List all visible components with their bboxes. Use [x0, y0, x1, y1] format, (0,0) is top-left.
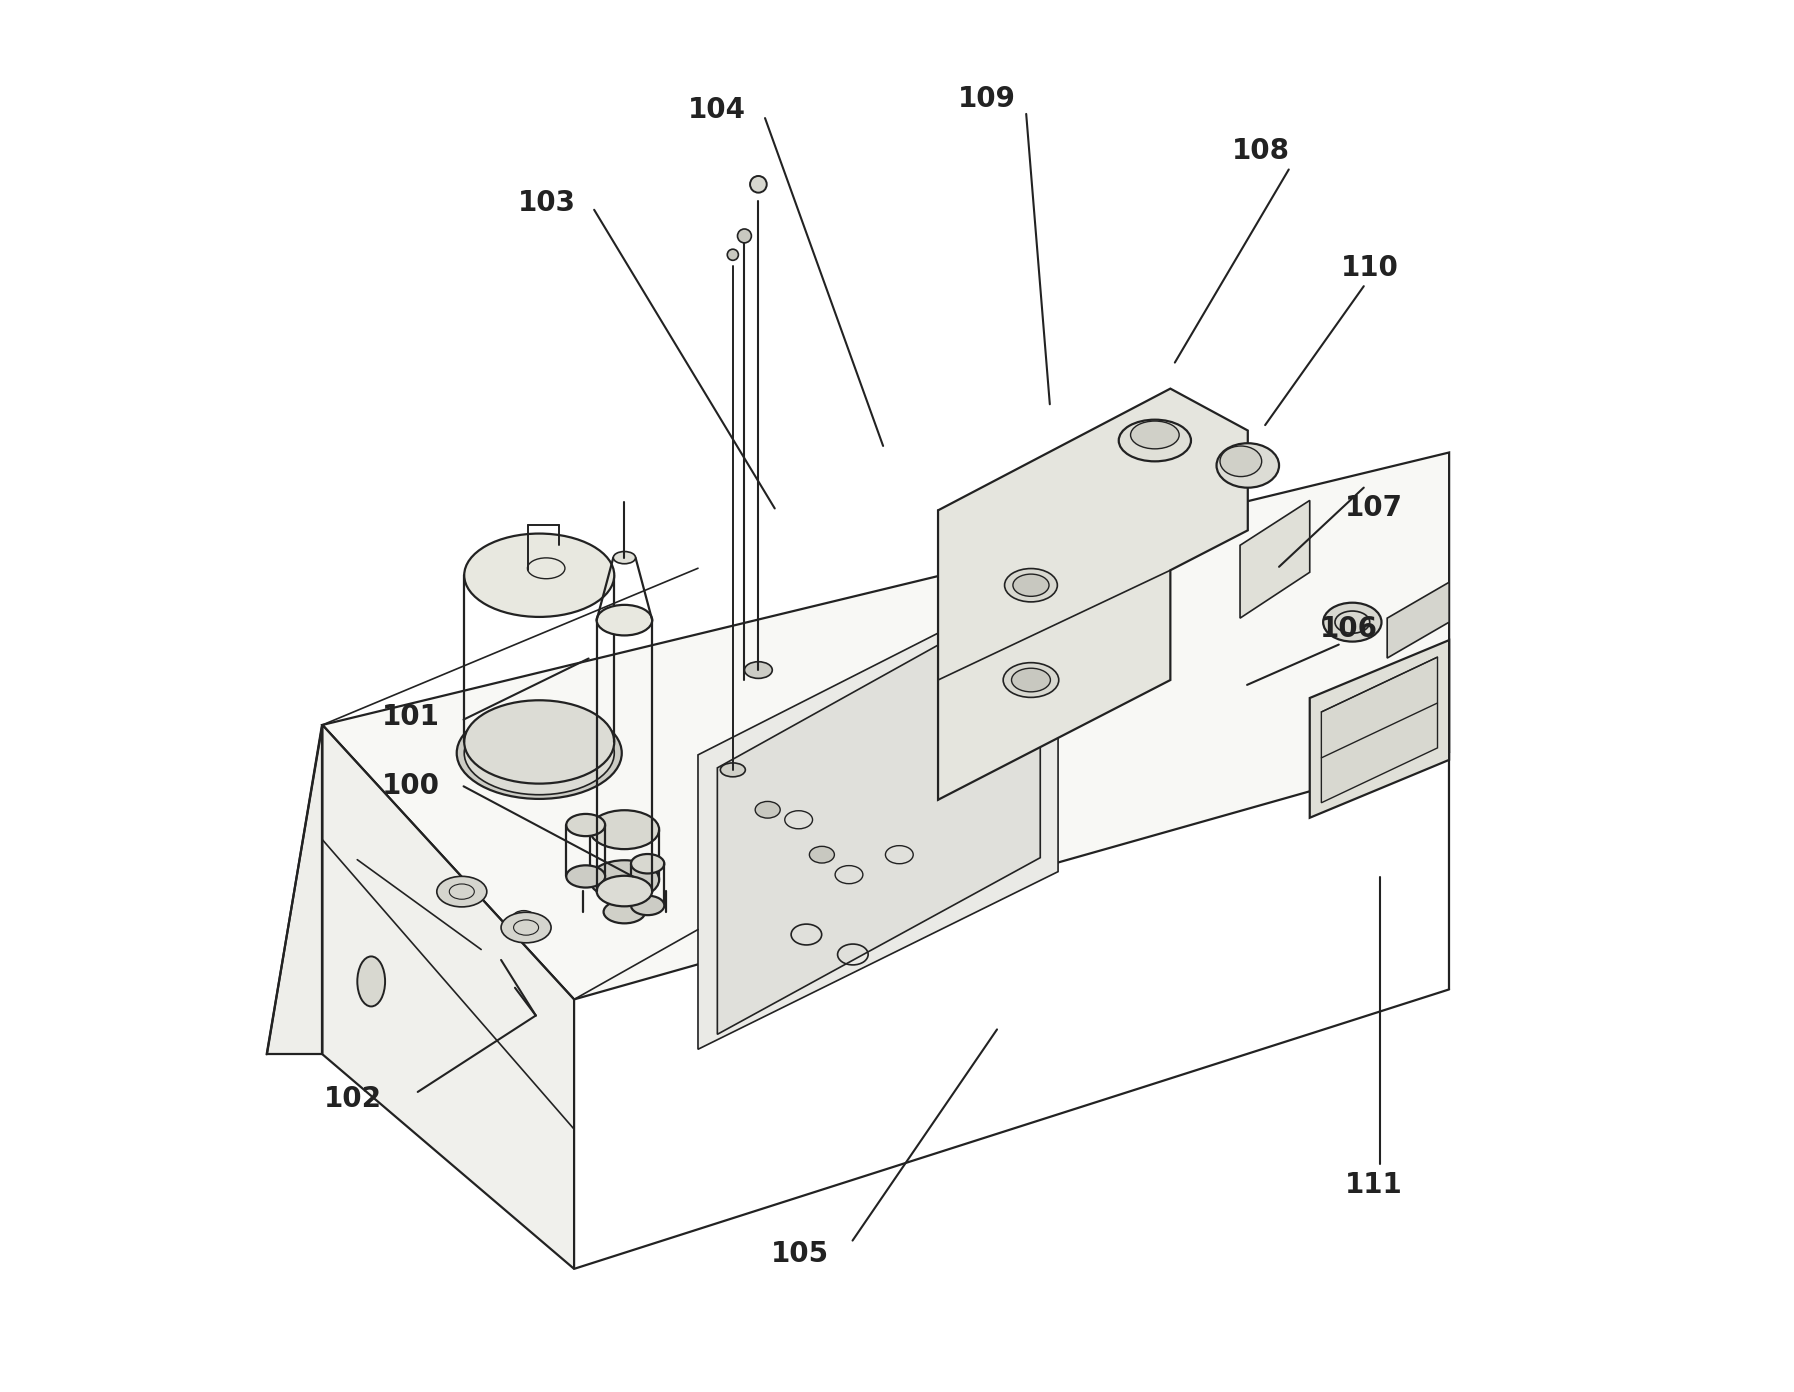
Text: 100: 100	[382, 773, 440, 800]
Ellipse shape	[590, 860, 658, 899]
Ellipse shape	[727, 249, 739, 260]
Text: 105: 105	[771, 1240, 829, 1268]
Ellipse shape	[737, 228, 752, 242]
Ellipse shape	[454, 878, 477, 891]
Polygon shape	[718, 589, 1041, 1034]
Ellipse shape	[1324, 603, 1381, 642]
Ellipse shape	[603, 901, 646, 923]
Ellipse shape	[809, 846, 834, 863]
Ellipse shape	[1220, 445, 1261, 476]
Ellipse shape	[597, 876, 653, 906]
Ellipse shape	[1119, 419, 1191, 461]
Text: 104: 104	[687, 96, 745, 124]
Ellipse shape	[1014, 574, 1049, 596]
Polygon shape	[1240, 500, 1310, 618]
Ellipse shape	[567, 866, 605, 888]
Ellipse shape	[436, 877, 486, 908]
Ellipse shape	[637, 901, 658, 915]
Polygon shape	[1322, 657, 1437, 803]
Ellipse shape	[631, 895, 664, 915]
Polygon shape	[323, 725, 574, 1270]
Ellipse shape	[465, 533, 614, 617]
Polygon shape	[1387, 582, 1450, 658]
Ellipse shape	[631, 855, 664, 873]
Ellipse shape	[357, 956, 386, 1006]
Text: 108: 108	[1232, 138, 1290, 166]
Ellipse shape	[513, 910, 535, 924]
Ellipse shape	[567, 814, 605, 837]
Ellipse shape	[1005, 568, 1057, 601]
Ellipse shape	[1003, 663, 1058, 697]
Ellipse shape	[457, 707, 623, 799]
Ellipse shape	[1012, 668, 1051, 692]
Text: 106: 106	[1320, 615, 1378, 643]
Ellipse shape	[614, 551, 635, 564]
Ellipse shape	[755, 802, 780, 818]
Text: 109: 109	[958, 85, 1015, 113]
Ellipse shape	[750, 175, 766, 192]
Ellipse shape	[603, 880, 646, 902]
Ellipse shape	[1130, 420, 1179, 448]
Ellipse shape	[597, 606, 653, 635]
Polygon shape	[323, 452, 1450, 999]
Polygon shape	[267, 725, 323, 1054]
Text: 103: 103	[518, 189, 576, 217]
Ellipse shape	[501, 912, 551, 942]
Ellipse shape	[465, 711, 614, 795]
Ellipse shape	[465, 700, 614, 784]
Polygon shape	[938, 388, 1249, 800]
Ellipse shape	[590, 810, 658, 849]
Text: 110: 110	[1340, 255, 1398, 283]
Ellipse shape	[578, 867, 601, 881]
Polygon shape	[698, 572, 1058, 1050]
Ellipse shape	[745, 661, 771, 678]
Text: 107: 107	[1344, 494, 1403, 522]
Ellipse shape	[1216, 443, 1279, 487]
Polygon shape	[1310, 640, 1450, 817]
Text: 101: 101	[382, 703, 440, 731]
Text: 102: 102	[323, 1084, 382, 1112]
Text: 111: 111	[1346, 1171, 1403, 1199]
Ellipse shape	[721, 763, 745, 777]
